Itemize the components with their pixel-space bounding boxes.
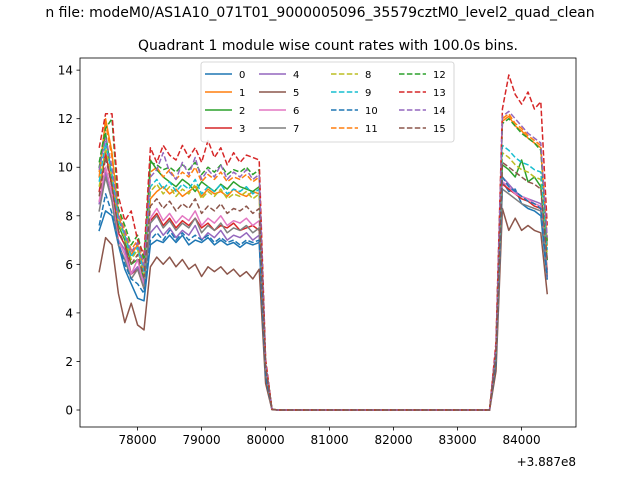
x-tick-label: 82000 [375,433,413,447]
legend-label: 14 [433,106,446,117]
page-title: n file: modeM0/AS1A10_071T01_9000005096_… [45,5,594,21]
y-tick-label: 6 [65,258,73,272]
x-tick-label: 78000 [119,433,157,447]
plot-area [79,57,577,428]
legend-label: 3 [239,124,245,135]
y-tick-label: 8 [65,209,73,223]
series-line-9 [98,142,548,411]
chart-title: Quadrant 1 module wise count rates with … [138,38,518,54]
x-tick-label: 84000 [503,433,541,447]
legend-box [200,61,455,143]
legend-label: 4 [293,70,299,81]
legend-label: 8 [365,70,371,81]
x-tick-label: 81000 [311,433,349,447]
x-tick-label: 79000 [183,433,221,447]
legend-label: 6 [293,106,299,117]
legend-label: 13 [433,88,446,99]
legend-label: 5 [293,88,299,99]
x-tick-label: 80000 [247,433,285,447]
series-line-15 [98,156,548,411]
x-axis: 78000 79000 80000 81000 82000 83000 84000 [119,427,541,447]
y-axis: 0 2 4 6 8 10 12 14 [58,64,80,418]
axes-frame [79,57,577,428]
legend-label: 1 [239,88,245,99]
legend-label: 10 [365,106,378,117]
legend-label: 15 [433,124,446,135]
x-axis-offset-label: +3.887e8 [517,455,576,469]
y-tick-label: 12 [58,112,73,126]
series-line-11 [98,113,548,411]
series-line-13 [98,74,548,411]
legend-label: 2 [239,106,245,117]
y-tick-label: 14 [58,64,73,78]
y-tick-label: 2 [65,355,73,369]
legend-label: 0 [239,70,245,81]
legend-label: 12 [433,70,446,81]
y-tick-label: 0 [65,404,73,418]
legend-label: 9 [365,88,371,99]
y-tick-label: 10 [58,161,73,175]
y-tick-label: 4 [65,306,73,320]
x-tick-label: 83000 [439,433,477,447]
legend-label: 11 [365,124,378,135]
legend-label: 7 [293,124,299,135]
